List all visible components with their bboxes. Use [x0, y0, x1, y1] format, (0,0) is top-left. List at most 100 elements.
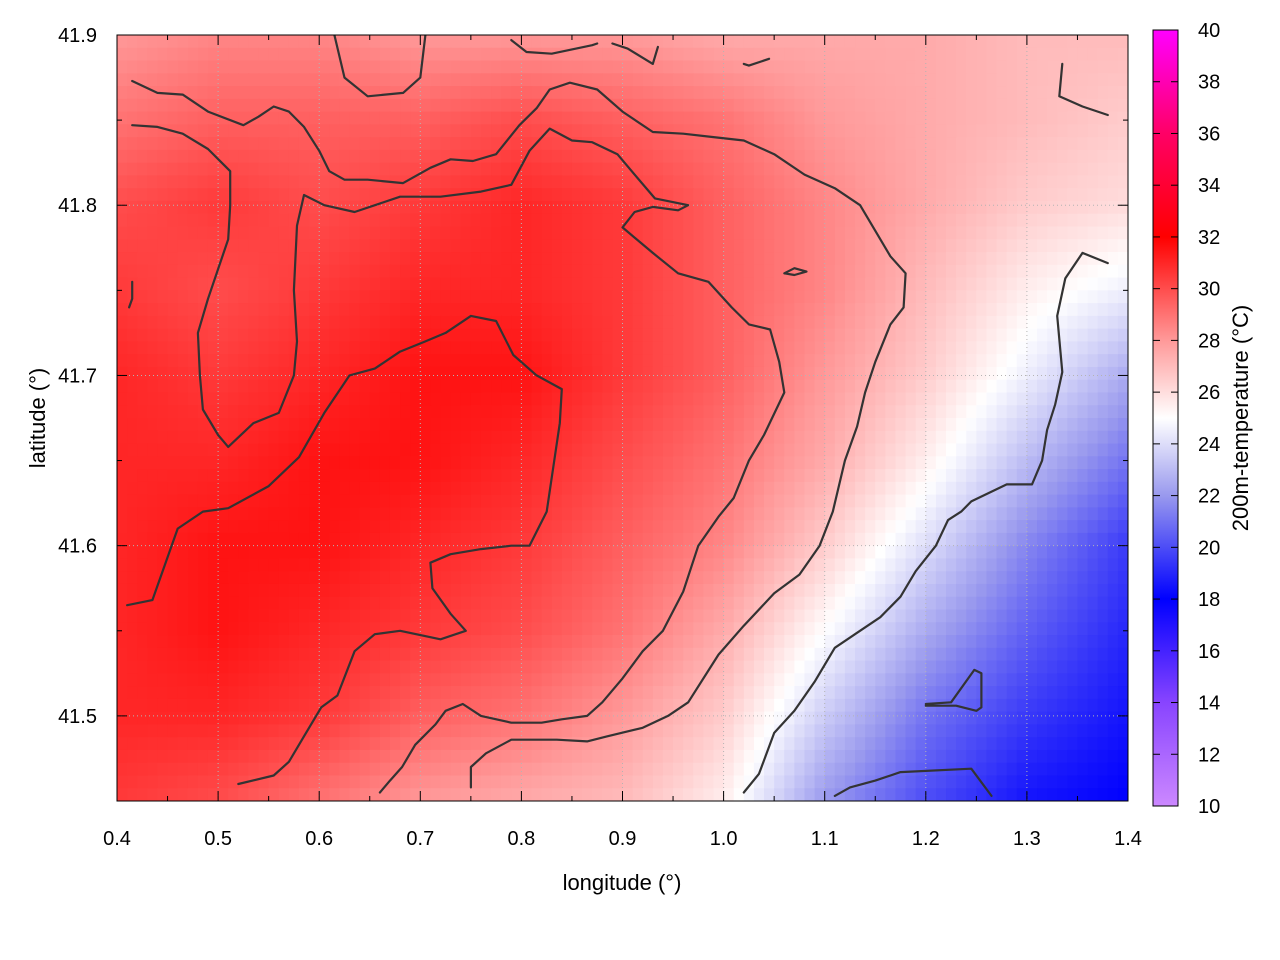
heatmap-cell — [642, 239, 654, 253]
heatmap-cell — [238, 545, 250, 560]
heatmap-cell — [450, 571, 462, 585]
heatmap-cell — [703, 303, 715, 317]
heatmap-cell — [501, 315, 512, 330]
heatmap-cell — [137, 647, 148, 662]
heatmap-cell — [137, 558, 148, 572]
heatmap-cell — [804, 354, 816, 368]
heatmap-cell — [521, 162, 533, 177]
heatmap-cell — [187, 660, 199, 674]
heatmap-cell — [571, 60, 583, 74]
heatmap-cell — [571, 200, 583, 215]
heatmap-cell — [541, 545, 553, 560]
heatmap-cell — [1077, 226, 1089, 240]
heatmap-cell — [137, 226, 148, 240]
heatmap-cell — [1026, 443, 1038, 457]
heatmap-cell — [683, 111, 694, 125]
heatmap-cell — [673, 647, 684, 662]
heatmap-cell — [885, 405, 897, 419]
heatmap-cell — [329, 532, 341, 547]
heatmap-cell — [389, 583, 401, 598]
heatmap-cell — [834, 290, 846, 304]
heatmap-cell — [319, 583, 330, 598]
heatmap-cell — [986, 405, 998, 419]
heatmap-cell — [379, 111, 391, 125]
heatmap-cell — [197, 213, 209, 228]
heatmap-cell — [834, 264, 846, 279]
heatmap-cell — [470, 175, 482, 189]
heatmap-cell — [1047, 622, 1058, 636]
heatmap-cell — [1006, 456, 1018, 470]
heatmap-cell — [197, 520, 209, 534]
heatmap-cell — [875, 532, 886, 547]
heatmap-cell — [298, 328, 310, 342]
heatmap-cell — [966, 571, 977, 585]
heatmap-cell — [1117, 647, 1128, 662]
heatmap-cell — [1097, 188, 1109, 202]
heatmap-cell — [1037, 571, 1048, 585]
heatmap-cell — [733, 405, 745, 419]
heatmap-cell — [976, 545, 988, 560]
heatmap-cell — [379, 622, 391, 636]
heatmap-cell — [127, 635, 138, 649]
heatmap-cell — [561, 328, 573, 342]
heatmap-cell — [228, 481, 239, 496]
heatmap-cell — [1077, 622, 1089, 636]
heatmap-cell — [673, 583, 684, 598]
heatmap-cell — [753, 73, 765, 87]
heatmap-cell — [319, 111, 330, 125]
heatmap-cell — [187, 328, 199, 342]
heatmap-cell — [743, 86, 755, 100]
heatmap-cell — [167, 175, 179, 189]
heatmap-cell — [319, 366, 330, 381]
heatmap-cell — [652, 341, 664, 355]
heatmap-cell — [177, 609, 189, 623]
heatmap-cell — [1117, 583, 1128, 598]
heatmap-cell — [1087, 341, 1099, 355]
heatmap-cell — [531, 252, 543, 266]
heatmap-cell — [865, 520, 876, 534]
heatmap-cell — [298, 86, 310, 100]
heatmap-cell — [167, 290, 179, 304]
heatmap-cell — [521, 124, 533, 138]
heatmap-cell — [450, 405, 462, 419]
heatmap-cell — [612, 213, 624, 228]
heatmap-cell — [713, 124, 725, 138]
heatmap-cell — [794, 111, 806, 125]
heatmap-cell — [976, 354, 988, 368]
heatmap-cell — [258, 290, 270, 304]
heatmap-cell — [228, 456, 239, 470]
heatmap-cell — [784, 47, 795, 62]
heatmap-cell — [127, 609, 138, 623]
heatmap-cell — [298, 583, 310, 598]
heatmap-cell — [905, 545, 917, 560]
heatmap-cell — [238, 418, 250, 432]
heatmap-cell — [935, 558, 947, 572]
heatmap-cell — [187, 315, 199, 330]
heatmap-cell — [470, 366, 482, 381]
heatmap-cell — [268, 328, 280, 342]
heatmap-cell — [1107, 379, 1119, 394]
heatmap-cell — [349, 111, 361, 125]
heatmap-cell — [571, 532, 583, 547]
heatmap-cell — [1047, 532, 1058, 547]
heatmap-cell — [460, 456, 472, 470]
heatmap-cell — [774, 60, 785, 74]
heatmap-cell — [642, 660, 654, 674]
heatmap-cell — [521, 596, 533, 611]
heatmap-cell — [764, 226, 775, 240]
heatmap-cell — [652, 239, 664, 253]
heatmap-cell — [683, 252, 694, 266]
heatmap-cell — [855, 35, 866, 49]
heatmap-cell — [1006, 622, 1018, 636]
heatmap-cell — [400, 481, 411, 496]
heatmap-cell — [642, 47, 654, 62]
heatmap-cell — [612, 111, 624, 125]
heatmap-cell — [713, 660, 725, 674]
heatmap-cell — [1006, 290, 1018, 304]
heatmap-cell — [986, 520, 998, 534]
heatmap-cell — [794, 277, 806, 291]
heatmap-cell — [541, 98, 553, 113]
heatmap-cell — [238, 137, 250, 151]
heatmap-cell — [309, 213, 320, 228]
heatmap-cell — [501, 111, 512, 125]
